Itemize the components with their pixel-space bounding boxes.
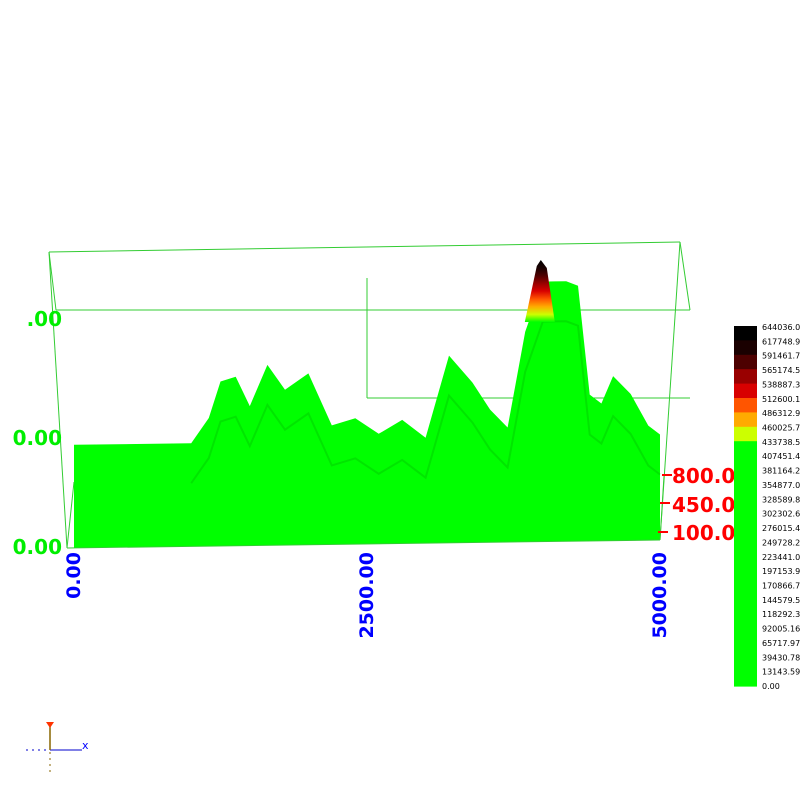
colorbar-swatch <box>734 657 757 673</box>
colorbar-swatch <box>734 426 757 442</box>
x-tick-label: 0.00 <box>63 552 85 599</box>
colorbar-swatch <box>734 412 757 428</box>
colorbar-swatch <box>734 354 757 370</box>
colorbar-swatch <box>734 556 757 572</box>
colorbar-swatch <box>734 398 757 413</box>
colorbar-label: 644036.09 <box>762 323 800 332</box>
colorbar-label: 249728.28 <box>762 538 800 547</box>
colorbar-label: 328589.84 <box>762 495 800 504</box>
colorbar-label: 276015.47 <box>762 524 800 533</box>
z-tick-label: .00 <box>27 307 62 331</box>
colorbar-swatch <box>734 671 757 687</box>
colorbar-label: 170866.72 <box>762 582 800 591</box>
colorbar-label: 92005.16 <box>762 625 800 634</box>
z-axis-ticks: 0.00 0.00 .00 <box>13 307 62 559</box>
surface-peak-cap <box>524 260 555 322</box>
x-axis-ticks: 0.00 2500.00 5000.00 <box>63 552 671 639</box>
colorbar-label: 433738.59 <box>762 438 800 447</box>
colorbar-label: 65717.97 <box>762 639 800 648</box>
orientation-widget: x <box>26 722 89 772</box>
colorbar-swatch <box>734 369 757 385</box>
colorbar-label: 223441.09 <box>762 553 800 562</box>
colorbar-swatch <box>734 441 757 457</box>
x-tick-label: 5000.00 <box>649 552 671 639</box>
colorbar-swatch <box>734 326 757 341</box>
colorbar-label: 118292.34 <box>762 610 800 619</box>
colorbar-swatch <box>734 527 757 543</box>
colorbar-label: 460025.78 <box>762 424 800 433</box>
colorbar-label: 381164.22 <box>762 467 800 476</box>
colorbar-swatch <box>734 570 757 586</box>
colorbar-label: 144579.53 <box>762 596 800 605</box>
surface-front-face <box>74 281 660 548</box>
colorbar-label: 565174.53 <box>762 366 800 375</box>
colorbar-label: 302302.65 <box>762 510 800 519</box>
colorbar-swatch <box>734 470 757 485</box>
x-tick-label: 2500.00 <box>356 552 378 639</box>
colorbar-swatch <box>734 542 757 557</box>
colorbar-swatch <box>734 642 757 658</box>
colorbar-swatch <box>734 513 757 529</box>
colorbar-label: 354877.03 <box>762 481 800 490</box>
colorbar-swatch <box>734 340 757 356</box>
colorbar-swatch <box>734 383 757 399</box>
colorbar-swatch <box>734 628 757 644</box>
colorbar-label: 0.00 <box>762 682 780 691</box>
colorbar-swatch <box>734 484 757 500</box>
colorbar-swatch <box>734 498 757 514</box>
colorbar-swatch <box>734 614 757 629</box>
colorbar-swatch <box>734 599 757 615</box>
colorbar-label: 486312.96 <box>762 409 800 418</box>
colorbar-swatch <box>734 585 757 601</box>
surface-base-strip <box>74 532 660 548</box>
bounding-box-front <box>66 475 665 549</box>
colorbar-label: 39430.78 <box>762 653 800 662</box>
colorbar-swatch <box>734 455 757 471</box>
colorbar-label: 617748.90 <box>762 337 800 346</box>
surface-layer <box>74 260 661 548</box>
colorbar: 644036.09 617748.90 591461.71 565174.53 5388… <box>734 323 800 691</box>
colorbar-label: 591461.71 <box>762 352 800 361</box>
orientation-z-arrow-icon <box>46 722 54 728</box>
colorbar-label: 197153.90 <box>762 567 800 576</box>
colorbar-label: 538887.34 <box>762 380 800 389</box>
z-tick-label: 0.00 <box>13 535 62 559</box>
surface-ridge-shading <box>190 320 661 484</box>
colorbar-label: 13143.59 <box>762 668 800 677</box>
colorbar-label: 407451.40 <box>762 452 800 461</box>
z-tick-label: 0.00 <box>13 426 62 450</box>
orientation-x-label: x <box>82 739 89 752</box>
colorbar-label: 512600.15 <box>762 395 800 404</box>
